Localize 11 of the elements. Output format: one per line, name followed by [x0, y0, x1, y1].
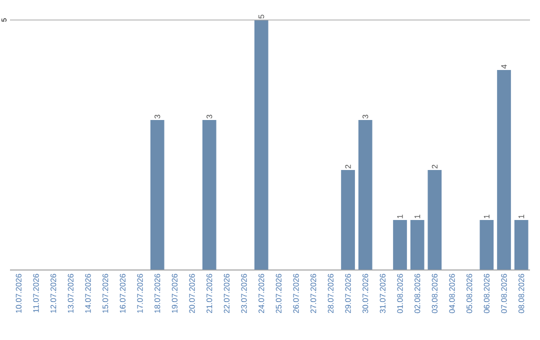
bar — [514, 220, 528, 270]
bar — [341, 170, 355, 270]
bar — [480, 220, 494, 270]
bar — [393, 220, 407, 270]
bar — [410, 220, 424, 270]
bar — [428, 170, 442, 270]
bar — [202, 120, 216, 270]
bar — [150, 120, 164, 270]
bar — [254, 20, 268, 270]
bar — [358, 120, 372, 270]
bar — [497, 70, 511, 270]
